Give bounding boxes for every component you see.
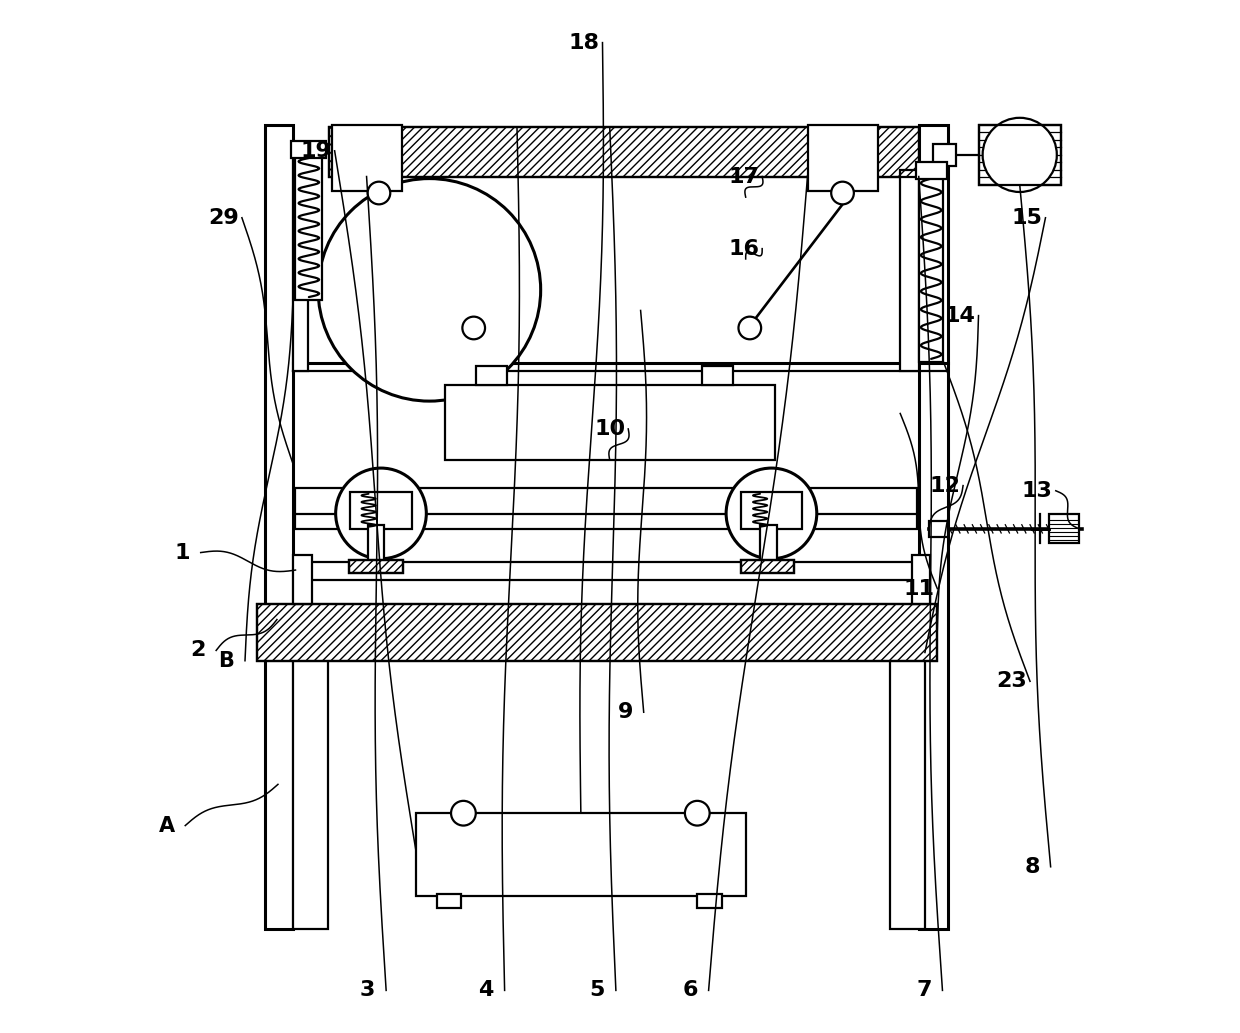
Bar — [760, 525, 776, 562]
Bar — [445, 384, 775, 460]
Bar — [264, 125, 294, 929]
Bar — [919, 177, 944, 362]
Bar — [740, 492, 802, 529]
Bar — [911, 555, 930, 604]
Circle shape — [727, 468, 817, 559]
Bar — [740, 560, 794, 573]
Bar — [258, 604, 937, 661]
Text: 19: 19 — [300, 140, 331, 161]
Bar — [978, 125, 1061, 185]
Bar — [258, 604, 937, 661]
Bar — [350, 492, 412, 529]
Bar — [367, 525, 384, 562]
Bar — [294, 156, 308, 371]
Bar — [330, 127, 919, 177]
Circle shape — [336, 468, 427, 559]
Text: 8: 8 — [1024, 856, 1040, 877]
Text: 2: 2 — [190, 640, 206, 660]
Text: 4: 4 — [479, 980, 494, 1000]
Text: 3: 3 — [360, 980, 376, 1000]
Bar — [294, 555, 312, 604]
Text: 10: 10 — [594, 419, 625, 439]
Bar — [915, 162, 946, 179]
Bar — [807, 125, 878, 191]
Bar — [929, 521, 947, 537]
Circle shape — [367, 182, 391, 205]
Circle shape — [684, 801, 709, 825]
Circle shape — [451, 801, 476, 825]
Bar — [900, 170, 919, 371]
Text: 17: 17 — [728, 166, 759, 187]
Text: B: B — [218, 651, 234, 670]
Text: 5: 5 — [590, 980, 605, 1000]
Text: 16: 16 — [728, 239, 759, 258]
Bar — [1049, 514, 1080, 543]
Text: 12: 12 — [929, 475, 960, 496]
Circle shape — [463, 317, 485, 339]
Bar — [436, 894, 461, 908]
Bar — [890, 653, 925, 929]
Text: 9: 9 — [618, 702, 632, 722]
Circle shape — [319, 179, 541, 401]
Text: A: A — [159, 816, 175, 836]
Bar — [330, 127, 919, 177]
Bar — [415, 813, 745, 896]
Bar — [295, 562, 916, 581]
Text: 11: 11 — [903, 578, 934, 598]
Bar — [702, 366, 733, 384]
Bar — [295, 514, 916, 529]
Text: 13: 13 — [1022, 480, 1053, 501]
Bar — [476, 366, 507, 384]
Bar — [291, 142, 326, 158]
Bar — [697, 894, 722, 908]
Text: 6: 6 — [682, 980, 698, 1000]
Bar — [978, 125, 1061, 185]
Text: 23: 23 — [996, 671, 1027, 691]
Bar — [331, 125, 402, 191]
Bar — [295, 488, 916, 516]
Bar — [919, 125, 947, 929]
Text: 7: 7 — [916, 980, 931, 1000]
Text: 15: 15 — [1012, 208, 1043, 227]
Circle shape — [831, 182, 854, 205]
Text: 14: 14 — [945, 306, 976, 325]
Bar — [934, 144, 956, 166]
Bar — [295, 156, 322, 301]
Bar — [348, 560, 403, 573]
Circle shape — [739, 317, 761, 339]
Text: 18: 18 — [568, 33, 599, 53]
Circle shape — [982, 118, 1056, 192]
Bar — [348, 560, 403, 573]
Text: 1: 1 — [175, 542, 190, 563]
Bar — [740, 560, 794, 573]
Text: 29: 29 — [208, 208, 239, 227]
Bar — [294, 653, 329, 929]
